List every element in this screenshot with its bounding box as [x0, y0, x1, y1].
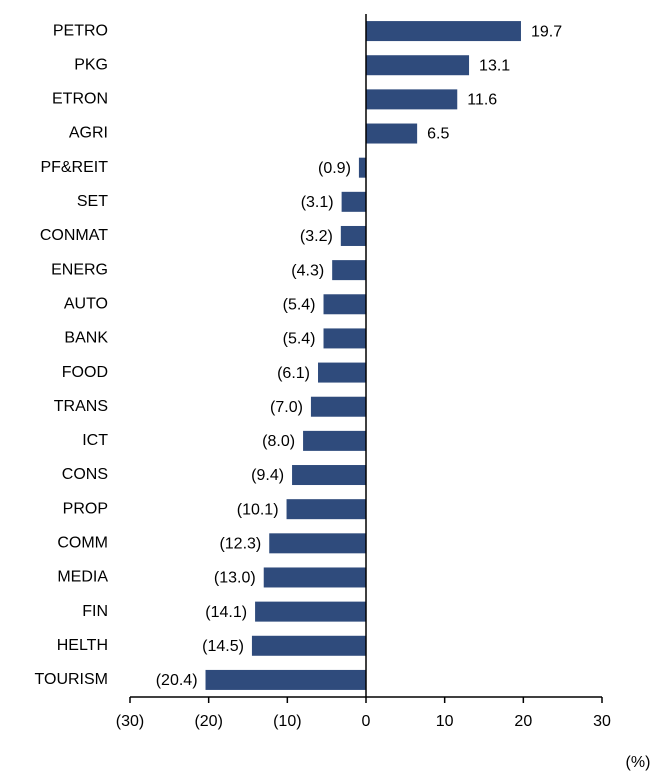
y-tick-label: BANK	[64, 330, 108, 347]
bar	[366, 123, 418, 144]
x-tick-label: 20	[514, 713, 532, 730]
value-label: 19.7	[531, 23, 562, 40]
value-label: (20.4)	[156, 672, 198, 689]
y-tick-label: AGRI	[69, 125, 108, 142]
y-tick-label: MEDIA	[57, 569, 108, 586]
bar	[310, 396, 366, 417]
value-label: 6.5	[427, 126, 449, 143]
bar	[263, 567, 366, 588]
value-label: (12.3)	[219, 536, 261, 553]
bar	[318, 362, 366, 383]
value-label: (7.0)	[270, 399, 303, 416]
y-tick-label: CONMAT	[40, 227, 108, 244]
bar	[341, 191, 366, 212]
bar	[255, 601, 366, 622]
y-tick-label: CONS	[62, 466, 108, 483]
value-label: (8.0)	[262, 433, 295, 450]
value-label: 11.6	[467, 92, 497, 109]
bar	[323, 328, 366, 349]
y-tick-label: FIN	[82, 603, 108, 620]
y-tick-label: TOURISM	[35, 671, 108, 688]
y-tick-label: AUTO	[64, 295, 108, 312]
x-tick-label: (10)	[273, 713, 301, 730]
value-label: (9.4)	[251, 467, 284, 484]
bar	[358, 157, 366, 178]
value-label: 13.1	[479, 57, 510, 74]
bar	[303, 430, 366, 451]
value-label: (3.2)	[300, 228, 333, 245]
bar	[366, 55, 470, 76]
x-tick-label: 10	[436, 713, 454, 730]
x-axis-label: (%)	[626, 754, 651, 771]
bar	[292, 465, 366, 486]
value-label: (3.1)	[301, 194, 334, 211]
value-label: (14.5)	[202, 638, 244, 655]
bar	[366, 89, 458, 110]
bar	[205, 669, 366, 690]
y-tick-label: ICT	[82, 432, 108, 449]
y-tick-label: ETRON	[52, 91, 108, 108]
y-tick-label: SET	[77, 193, 108, 210]
x-tick-label: (30)	[116, 713, 144, 730]
y-tick-label: PETRO	[53, 22, 108, 39]
value-label: (0.9)	[318, 160, 351, 177]
bar	[323, 294, 366, 315]
value-label: (5.4)	[283, 331, 316, 348]
bar	[340, 225, 366, 246]
bar	[366, 21, 521, 42]
y-tick-label: COMM	[57, 535, 108, 552]
y-tick-label: HELTH	[57, 637, 108, 654]
y-tick-label: TRANS	[54, 398, 108, 415]
value-label: (13.0)	[214, 570, 256, 587]
bar	[251, 635, 366, 656]
x-tick-label: 0	[362, 713, 371, 730]
y-tick-label: PROP	[63, 500, 108, 517]
value-label: (10.1)	[237, 501, 279, 518]
bar	[269, 533, 366, 554]
value-label: (6.1)	[277, 365, 310, 382]
bar	[286, 499, 366, 520]
bar	[332, 260, 366, 281]
value-label: (4.3)	[291, 262, 324, 279]
y-tick-label: ENERG	[51, 261, 108, 278]
x-tick-label: (20)	[194, 713, 222, 730]
value-label: (5.4)	[283, 296, 316, 313]
y-tick-label: FOOD	[62, 364, 108, 381]
y-tick-label: PKG	[74, 56, 108, 73]
value-label: (14.1)	[205, 604, 247, 621]
y-tick-label: PF&REIT	[40, 159, 108, 176]
x-tick-label: 30	[593, 713, 611, 730]
